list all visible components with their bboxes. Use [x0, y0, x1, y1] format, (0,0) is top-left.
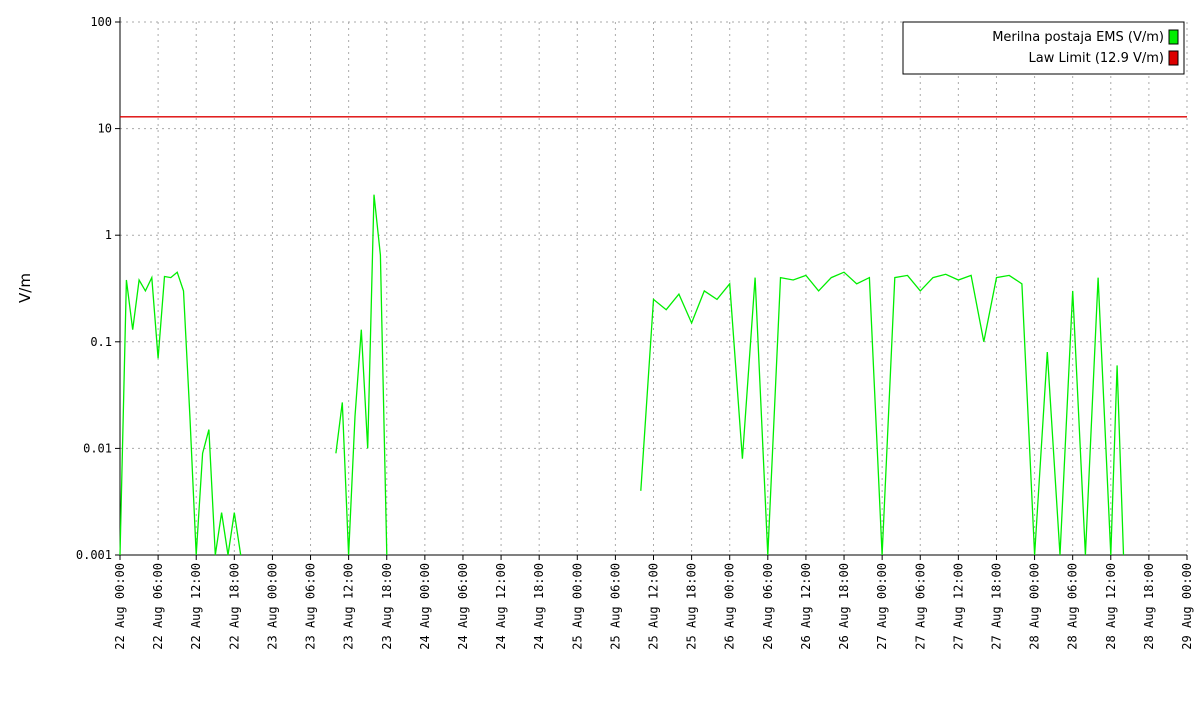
- legend-box: [902, 21, 1185, 75]
- x-tick-label: 27 Aug 18:00: [989, 563, 1003, 650]
- x-tick-label: 24 Aug 12:00: [494, 563, 508, 650]
- data-line: [119, 194, 1125, 556]
- y-tick-label: 0.01: [83, 441, 112, 455]
- x-tick-label: 27 Aug 00:00: [875, 563, 889, 650]
- x-tick-label: 25 Aug 18:00: [685, 563, 699, 650]
- x-tick-label: 26 Aug 06:00: [761, 563, 775, 650]
- x-tick-label: 23 Aug 18:00: [380, 563, 394, 650]
- x-tick-label: 28 Aug 12:00: [1104, 563, 1118, 650]
- y-tick-label: 10: [98, 122, 112, 136]
- y-tick-label: 100: [90, 15, 112, 29]
- x-tick-label: 27 Aug 06:00: [913, 563, 927, 650]
- x-tick-label: 26 Aug 00:00: [723, 563, 737, 650]
- x-tick-label: 23 Aug 06:00: [304, 563, 318, 650]
- legend-label: Merilna postaja EMS (V/m): [992, 30, 1164, 45]
- x-tick-label: 28 Aug 06:00: [1066, 563, 1080, 650]
- x-tick-label: 23 Aug 00:00: [265, 563, 279, 650]
- x-tick-label: 22 Aug 00:00: [113, 563, 127, 650]
- legend-swatch: [1168, 50, 1179, 66]
- x-tick-label: 24 Aug 00:00: [418, 563, 432, 650]
- x-tick-label: 25 Aug 06:00: [608, 563, 622, 650]
- x-tick-label: 26 Aug 18:00: [837, 563, 851, 650]
- x-tick-label: 28 Aug 00:00: [1028, 563, 1042, 650]
- x-tick-label: 22 Aug 06:00: [151, 563, 165, 650]
- x-tick-label: 26 Aug 12:00: [799, 563, 813, 650]
- x-tick-label: 29 Aug 00:00: [1180, 563, 1194, 650]
- x-tick-label: 22 Aug 18:00: [227, 563, 241, 650]
- x-tick-label: 24 Aug 18:00: [532, 563, 546, 650]
- y-tick-label: 1: [105, 228, 112, 242]
- y-tick-label: 0.1: [90, 335, 112, 349]
- x-tick-label: 27 Aug 12:00: [951, 563, 965, 650]
- legend-swatch: [1168, 29, 1179, 45]
- x-tick-label: 25 Aug 00:00: [570, 563, 584, 650]
- y-tick-label: 0.001: [76, 548, 112, 562]
- x-tick-label: 24 Aug 06:00: [456, 563, 470, 650]
- x-tick-label: 25 Aug 12:00: [647, 563, 661, 650]
- x-tick-label: 28 Aug 18:00: [1142, 563, 1156, 650]
- legend-label: Law Limit (12.9 V/m): [1029, 51, 1165, 66]
- y-axis-label: V/m: [16, 273, 34, 303]
- x-tick-label: 23 Aug 12:00: [342, 563, 356, 650]
- x-tick-label: 22 Aug 12:00: [189, 563, 203, 650]
